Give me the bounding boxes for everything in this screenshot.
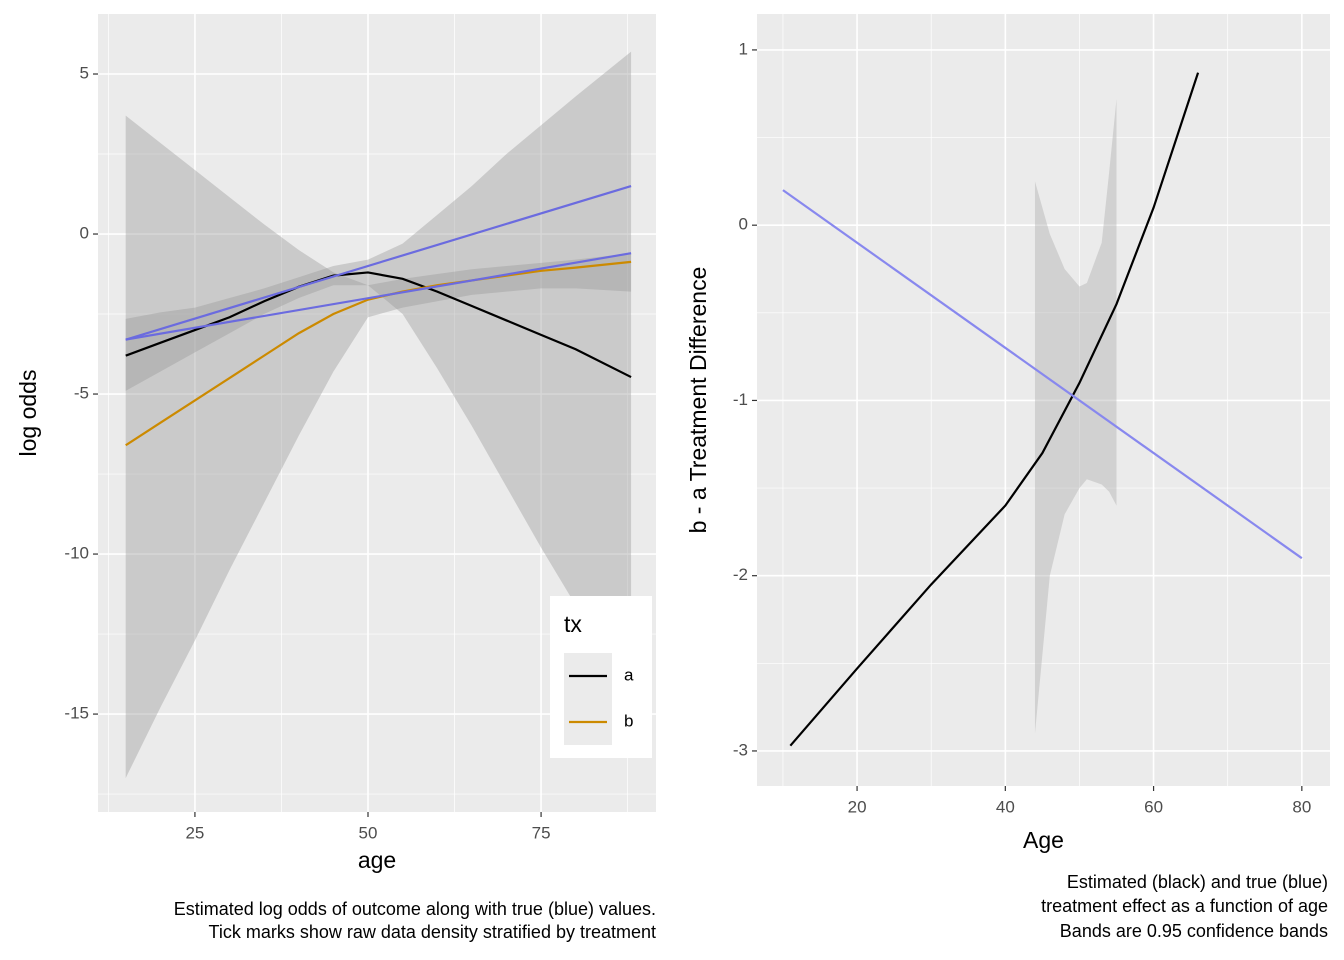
caption: Tick marks show raw data density stratif…: [209, 922, 657, 942]
legend-title: tx: [564, 611, 582, 637]
y-axis-title: b - a Treatment Difference: [685, 267, 711, 534]
y-axis-title: log odds: [15, 370, 41, 457]
y-tick-label: 1: [739, 39, 748, 58]
x-tick-label: 25: [185, 823, 204, 842]
x-tick-label: 50: [359, 823, 378, 842]
series-line: [789, 72, 1200, 747]
legend-label: a: [624, 665, 634, 684]
y-tick-label: 5: [80, 63, 89, 82]
y-tick-label: -2: [733, 565, 748, 584]
y-tick-label: -5: [74, 384, 89, 403]
y-tick-label: 0: [80, 224, 89, 243]
x-tick-label: 20: [848, 797, 867, 816]
x-tick-label: 80: [1292, 797, 1311, 816]
caption: treatment effect as a function of age: [1041, 896, 1328, 916]
x-axis-title: age: [358, 847, 396, 873]
series-line: [125, 260, 632, 447]
y-tick-label: -1: [733, 390, 748, 409]
caption: Bands are 0.95 confidence bands: [1060, 921, 1328, 941]
confidence-band: [1034, 98, 1117, 734]
y-tick-label: -3: [733, 740, 748, 759]
x-tick-label: 75: [532, 823, 551, 842]
series-line: [782, 189, 1303, 560]
x-tick-label: 60: [1144, 797, 1163, 816]
x-axis-title: Age: [1023, 827, 1064, 853]
confidence-band: [125, 51, 632, 702]
series-line: [125, 252, 632, 341]
x-tick-label: 40: [996, 797, 1015, 816]
y-tick-label: -10: [64, 544, 89, 563]
y-tick-label: 0: [739, 215, 748, 234]
y-tick-label: -15: [64, 704, 89, 723]
series-line: [125, 184, 632, 341]
legend-label: b: [624, 711, 633, 730]
confidence-band: [125, 115, 632, 779]
caption: Estimated (black) and true (blue): [1067, 872, 1328, 892]
caption: Estimated log odds of outcome along with…: [174, 899, 656, 919]
